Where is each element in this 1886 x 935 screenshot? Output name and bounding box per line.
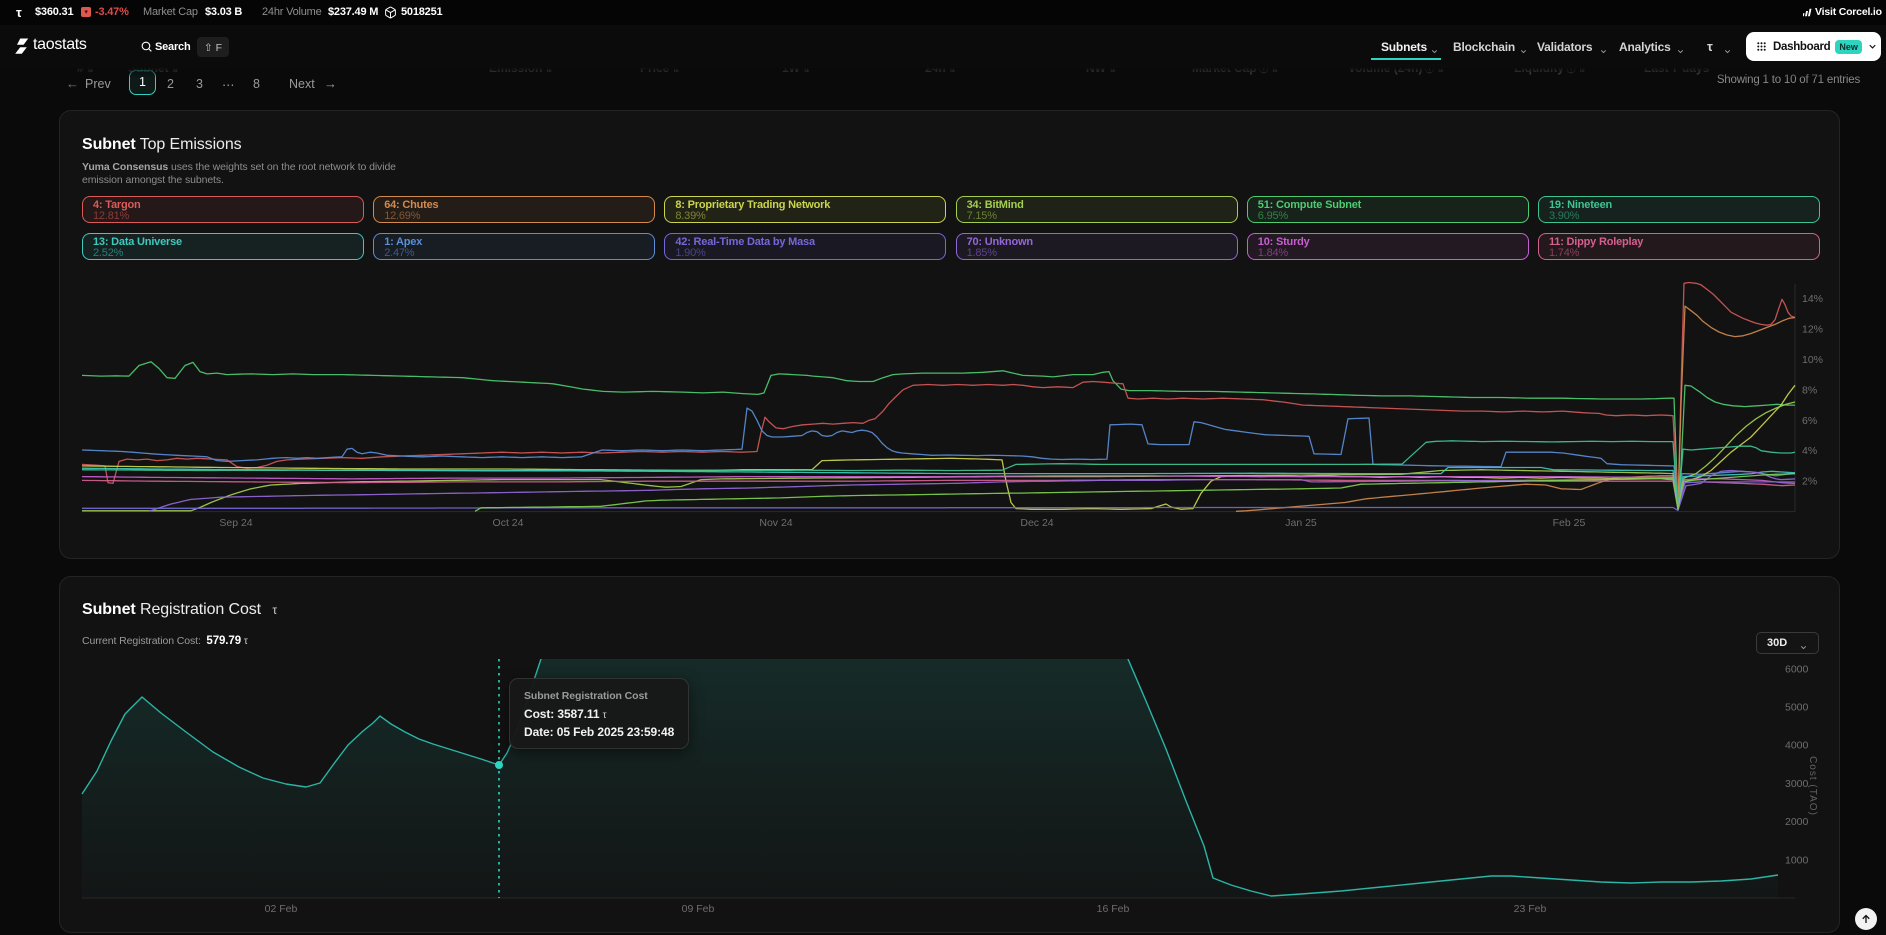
svg-text:Sep 24: Sep 24 (219, 517, 252, 529)
svg-text:02 Feb: 02 Feb (265, 903, 298, 915)
svg-text:14%: 14% (1802, 293, 1823, 305)
svg-text:Jan 25: Jan 25 (1285, 517, 1317, 529)
svg-text:4000: 4000 (1785, 740, 1809, 752)
svg-text:Nov 24: Nov 24 (759, 517, 792, 529)
svg-text:12%: 12% (1802, 324, 1823, 336)
svg-text:Cost (TAO): Cost (TAO) (1807, 756, 1818, 816)
svg-text:Dec 24: Dec 24 (1020, 517, 1053, 529)
svg-text:8%: 8% (1802, 384, 1817, 396)
svg-text:3000: 3000 (1785, 778, 1809, 790)
svg-text:2000: 2000 (1785, 816, 1809, 828)
svg-text:10%: 10% (1802, 354, 1823, 366)
svg-text:Feb 25: Feb 25 (1553, 517, 1586, 529)
svg-text:23 Feb: 23 Feb (1514, 903, 1547, 915)
svg-text:09 Feb: 09 Feb (682, 903, 715, 915)
svg-text:6000: 6000 (1785, 663, 1809, 675)
svg-text:2%: 2% (1802, 476, 1817, 488)
svg-text:4%: 4% (1802, 445, 1817, 457)
svg-text:16 Feb: 16 Feb (1097, 903, 1130, 915)
svg-text:6%: 6% (1802, 415, 1817, 427)
svg-text:5000: 5000 (1785, 702, 1809, 714)
svg-text:1000: 1000 (1785, 854, 1809, 866)
svg-text:Oct 24: Oct 24 (493, 517, 524, 529)
